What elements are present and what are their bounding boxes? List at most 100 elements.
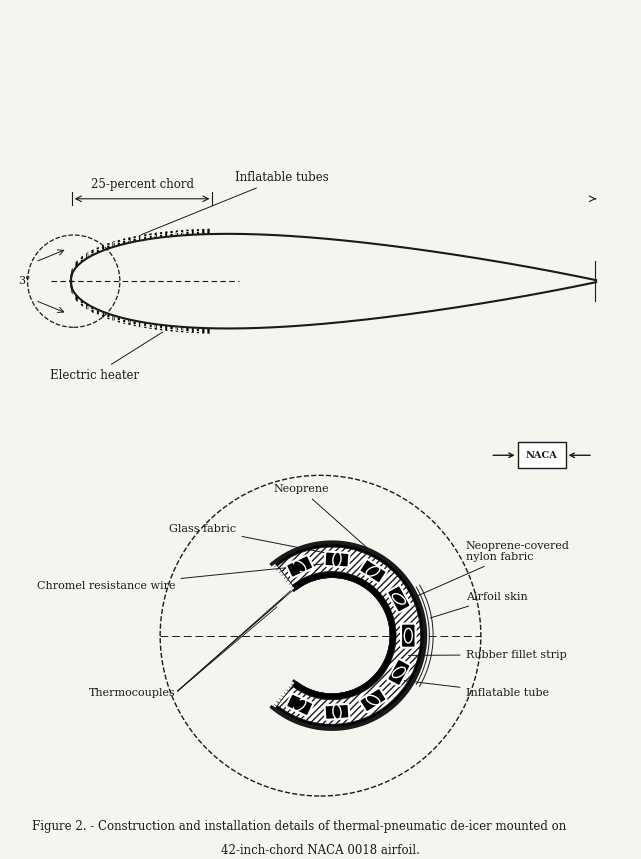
- Polygon shape: [181, 230, 183, 235]
- FancyBboxPatch shape: [401, 624, 415, 648]
- Polygon shape: [275, 543, 425, 728]
- Ellipse shape: [392, 594, 406, 604]
- Polygon shape: [165, 326, 167, 331]
- Polygon shape: [81, 256, 83, 263]
- FancyBboxPatch shape: [286, 555, 313, 577]
- Polygon shape: [87, 303, 88, 310]
- Polygon shape: [176, 326, 178, 332]
- Text: Chromel resistance wire: Chromel resistance wire: [37, 564, 329, 591]
- Polygon shape: [76, 260, 78, 268]
- Bar: [78, 259, 84, 263]
- Text: 3": 3": [19, 276, 31, 286]
- Polygon shape: [181, 327, 183, 332]
- Polygon shape: [134, 320, 135, 326]
- Polygon shape: [149, 323, 151, 329]
- Ellipse shape: [333, 704, 341, 719]
- Polygon shape: [155, 324, 156, 330]
- Text: Neoprene: Neoprene: [274, 484, 376, 555]
- FancyBboxPatch shape: [360, 559, 387, 583]
- Bar: [140, 322, 146, 326]
- Polygon shape: [292, 571, 396, 700]
- Polygon shape: [275, 543, 425, 728]
- Bar: [158, 325, 164, 328]
- Polygon shape: [208, 229, 210, 235]
- Polygon shape: [118, 240, 120, 246]
- Bar: [131, 320, 138, 324]
- Text: Inflatable tube: Inflatable tube: [397, 679, 549, 698]
- Polygon shape: [76, 295, 78, 302]
- Bar: [122, 241, 129, 244]
- Polygon shape: [176, 230, 178, 236]
- Polygon shape: [113, 241, 115, 247]
- Ellipse shape: [392, 667, 406, 678]
- Polygon shape: [81, 300, 83, 307]
- Polygon shape: [87, 253, 88, 259]
- Bar: [87, 306, 93, 309]
- Polygon shape: [113, 315, 115, 320]
- Text: Glass fabric: Glass fabric: [169, 524, 350, 557]
- Polygon shape: [197, 328, 199, 333]
- Polygon shape: [129, 320, 130, 325]
- Text: Electric heater: Electric heater: [50, 332, 163, 381]
- FancyArrowPatch shape: [570, 453, 590, 458]
- Circle shape: [292, 564, 301, 573]
- Text: Neoprene-covered
nylon fabric: Neoprene-covered nylon fabric: [417, 541, 569, 596]
- Bar: [104, 246, 111, 249]
- Bar: [194, 231, 200, 235]
- Text: 42-inch-chord NACA 0018 airfoil.: 42-inch-chord NACA 0018 airfoil.: [221, 844, 420, 857]
- Bar: [113, 316, 120, 320]
- Bar: [96, 249, 102, 253]
- Polygon shape: [160, 232, 162, 238]
- Polygon shape: [71, 268, 72, 281]
- Bar: [194, 328, 200, 332]
- Polygon shape: [187, 230, 188, 235]
- Polygon shape: [71, 281, 72, 295]
- Polygon shape: [123, 318, 125, 324]
- Polygon shape: [155, 233, 156, 238]
- Polygon shape: [144, 322, 146, 328]
- Polygon shape: [97, 247, 99, 253]
- Bar: [158, 234, 164, 237]
- Ellipse shape: [294, 699, 306, 710]
- FancyBboxPatch shape: [387, 585, 411, 612]
- Polygon shape: [108, 314, 109, 320]
- Polygon shape: [139, 321, 141, 327]
- Text: Rubber fillet strip: Rubber fillet strip: [408, 649, 567, 660]
- Polygon shape: [160, 325, 162, 330]
- Bar: [104, 314, 111, 317]
- Bar: [131, 238, 138, 241]
- Bar: [149, 235, 155, 239]
- Bar: [185, 327, 191, 331]
- Text: Inflatable tubes: Inflatable tubes: [142, 171, 329, 235]
- Bar: [149, 324, 155, 327]
- FancyBboxPatch shape: [286, 694, 313, 716]
- Bar: [176, 326, 182, 330]
- Polygon shape: [187, 327, 188, 332]
- Text: Airfoil skin: Airfoil skin: [431, 593, 528, 618]
- Bar: [176, 232, 182, 235]
- Polygon shape: [108, 243, 109, 249]
- Ellipse shape: [366, 566, 380, 576]
- Text: Thermocouples: Thermocouples: [88, 688, 176, 698]
- FancyBboxPatch shape: [360, 688, 387, 712]
- Polygon shape: [197, 229, 199, 235]
- FancyBboxPatch shape: [324, 704, 349, 720]
- Polygon shape: [149, 234, 151, 239]
- Bar: [518, 442, 565, 468]
- FancyBboxPatch shape: [387, 659, 411, 686]
- Polygon shape: [144, 235, 146, 240]
- Polygon shape: [208, 328, 210, 333]
- Ellipse shape: [294, 561, 306, 572]
- Polygon shape: [171, 231, 172, 236]
- Polygon shape: [92, 250, 94, 256]
- Polygon shape: [129, 237, 130, 243]
- Polygon shape: [102, 312, 104, 317]
- Polygon shape: [102, 245, 104, 251]
- Ellipse shape: [366, 695, 380, 705]
- Bar: [185, 231, 191, 235]
- Ellipse shape: [404, 628, 412, 643]
- Polygon shape: [123, 239, 125, 244]
- Polygon shape: [165, 232, 167, 237]
- Polygon shape: [171, 326, 172, 332]
- Bar: [87, 253, 93, 257]
